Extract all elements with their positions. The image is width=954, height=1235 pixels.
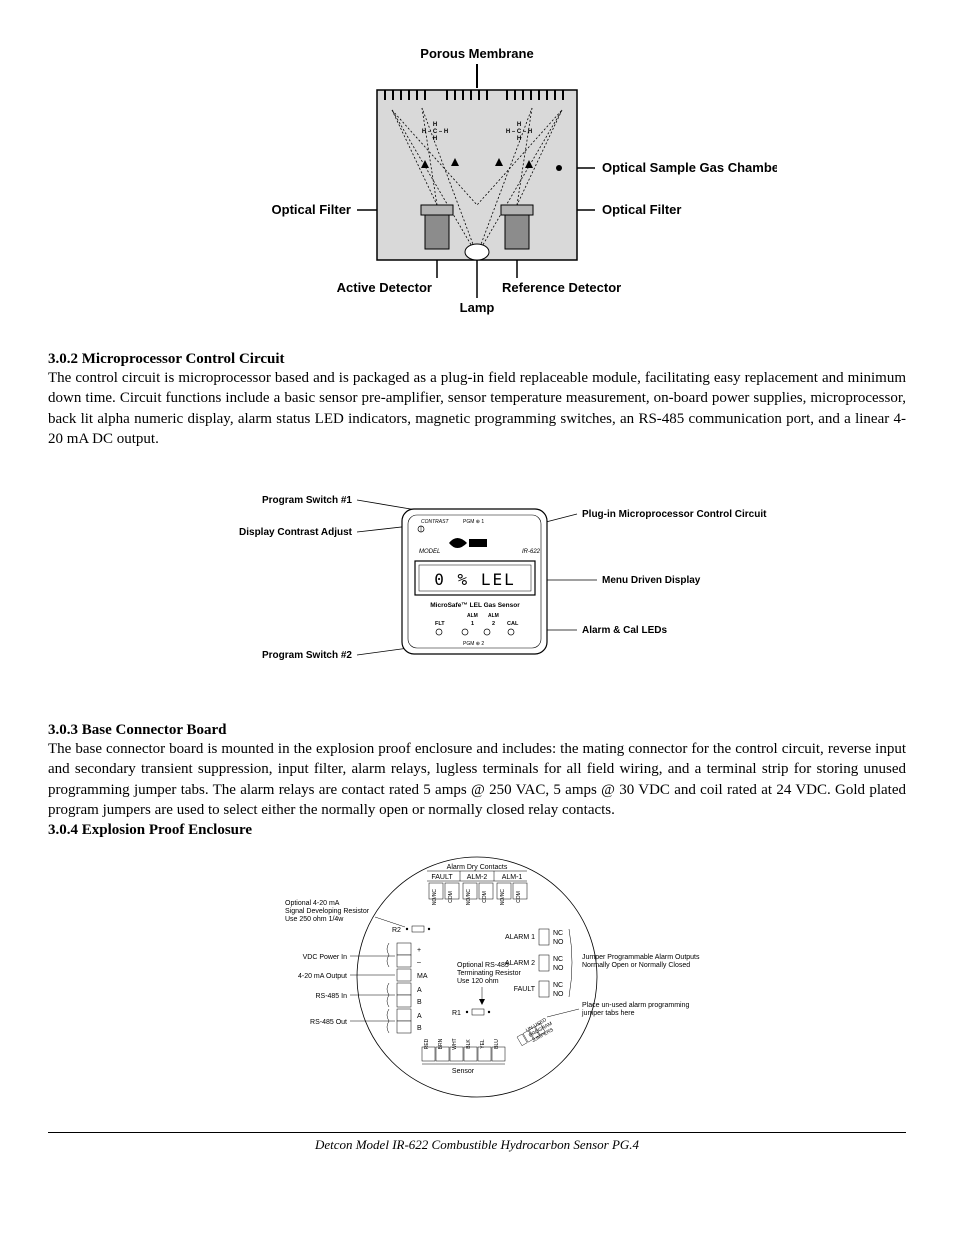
svg-text:H: H (517, 122, 521, 128)
label-plugin: Plug-in Microprocessor Control Circuit (582, 509, 767, 520)
svg-text:FLT: FLT (435, 621, 445, 627)
svg-text:WHT: WHT (452, 1038, 458, 1049)
svg-text:ALM-1: ALM-1 (502, 874, 523, 881)
svg-text:MODEL: MODEL (419, 549, 440, 555)
text-302: The control circuit is microprocessor ba… (48, 368, 906, 449)
label-prog1: Program Switch #1 (262, 495, 352, 506)
svg-text:ALM-2: ALM-2 (467, 874, 488, 881)
label-lamp: Lamp (460, 300, 495, 315)
svg-text:FAULT: FAULT (514, 986, 536, 993)
svg-text:BLK: BLK (466, 1039, 472, 1049)
text-303: The base connector board is mounted in t… (48, 739, 906, 820)
svg-text:ALARM 1: ALARM 1 (505, 934, 535, 941)
svg-text:RS-485 In: RS-485 In (315, 993, 347, 1000)
label-active-detector: Active Detector (337, 280, 432, 295)
svg-text:PGM ⊕ 2: PGM ⊕ 2 (463, 641, 484, 647)
heading-302: 3.0.2 Microprocessor Control Circuit (48, 351, 906, 368)
svg-text:NO: NO (553, 991, 564, 998)
svg-text:1: 1 (471, 621, 474, 627)
heading-304: 3.0.4 Explosion Proof Enclosure (48, 822, 906, 839)
svg-text:H: H (517, 136, 521, 142)
svg-text:NC: NC (553, 956, 563, 963)
svg-text:Alarm Dry Contacts: Alarm Dry Contacts (447, 864, 508, 871)
svg-text:H: H (433, 122, 437, 128)
svg-text:ALARM 2: ALARM 2 (505, 960, 535, 967)
heading-303: 3.0.3 Base Connector Board (48, 722, 906, 739)
svg-text:H – C – H: H – C – H (422, 129, 448, 135)
svg-text:CAL: CAL (507, 621, 519, 627)
svg-text:CONTRAST: CONTRAST (421, 519, 449, 525)
svg-text:ALM: ALM (467, 613, 478, 619)
svg-text:NO: NO (553, 965, 564, 972)
svg-text:Sensor: Sensor (452, 1068, 475, 1075)
svg-text:COM: COM (516, 891, 522, 903)
svg-text:BLU: BLU (494, 1039, 500, 1049)
svg-text:4-20 mA Output: 4-20 mA Output (298, 973, 347, 980)
footer-rule (48, 1132, 906, 1133)
svg-text:FAULT: FAULT (431, 874, 453, 881)
svg-text:R1: R1 (452, 1010, 461, 1017)
svg-text:Place un-used alarm programmin: Place un-used alarm programmingjumper ta… (581, 1002, 689, 1017)
svg-text:NC: NC (553, 982, 563, 989)
svg-text:R2: R2 (392, 927, 401, 934)
label-porous-membrane: Porous Membrane (420, 46, 533, 61)
svg-text:+: + (417, 947, 421, 954)
svg-text:H: H (433, 136, 437, 142)
svg-text:2: 2 (492, 621, 495, 627)
label-reference-detector: Reference Detector (502, 280, 621, 295)
label-optical-filter-left: Optical Filter (272, 202, 351, 217)
svg-text:Jumper Programmable Alarm Outp: Jumper Programmable Alarm OutputsNormall… (582, 954, 700, 969)
svg-text:MA: MA (417, 973, 428, 980)
svg-text:NO: NO (553, 939, 564, 946)
svg-text:NO/NC: NO/NC (466, 889, 472, 906)
figure-connector-board: Alarm Dry Contacts FAULT ALM-2 ALM-1 NO/… (48, 847, 906, 1112)
svg-text:COM: COM (448, 891, 454, 903)
svg-text:H – C – H: H – C – H (506, 129, 532, 135)
svg-text:NO/NC: NO/NC (500, 889, 506, 906)
svg-text:–: – (417, 959, 421, 966)
svg-text:A: A (417, 987, 422, 994)
svg-text:A: A (417, 1013, 422, 1020)
label-leds: Alarm & Cal LEDs (582, 625, 667, 636)
svg-text:RS-485 Out: RS-485 Out (310, 1019, 347, 1026)
label-prog2: Program Switch #2 (262, 650, 352, 661)
lcd-text: 0 % LEL (434, 570, 515, 589)
svg-text:VDC Power In: VDC Power In (303, 954, 347, 961)
svg-text:COM: COM (482, 891, 488, 903)
label-display: Menu Driven Display (602, 575, 701, 586)
svg-text:NC: NC (553, 930, 563, 937)
svg-text:MicroSafe™ LEL Gas Sensor: MicroSafe™ LEL Gas Sensor (430, 602, 520, 609)
svg-text:ALM: ALM (488, 613, 499, 619)
footer-text: Detcon Model IR-622 Combustible Hydrocar… (48, 1137, 906, 1153)
svg-text:PGM ⊕ 1: PGM ⊕ 1 (463, 519, 484, 525)
svg-text:YEL: YEL (480, 1039, 486, 1049)
svg-text:NO/NC: NO/NC (432, 889, 438, 906)
svg-text:B: B (417, 1025, 422, 1032)
label-sample-chamber: Optical Sample Gas Chamber (602, 160, 777, 175)
figure-control-circuit: Program Switch #1 Display Contrast Adjus… (48, 473, 906, 698)
figure-optical-chamber: Porous Membrane (48, 40, 906, 345)
svg-text:Optional 4-20 mASignal Develop: Optional 4-20 mASignal Developing Resist… (285, 900, 370, 923)
svg-text:BRN: BRN (438, 1038, 444, 1049)
label-optical-filter-right: Optical Filter (602, 202, 681, 217)
svg-text:B: B (417, 999, 422, 1006)
svg-text:IR-622: IR-622 (522, 549, 541, 555)
label-contrast: Display Contrast Adjust (239, 527, 353, 538)
svg-text:RED: RED (424, 1038, 430, 1049)
